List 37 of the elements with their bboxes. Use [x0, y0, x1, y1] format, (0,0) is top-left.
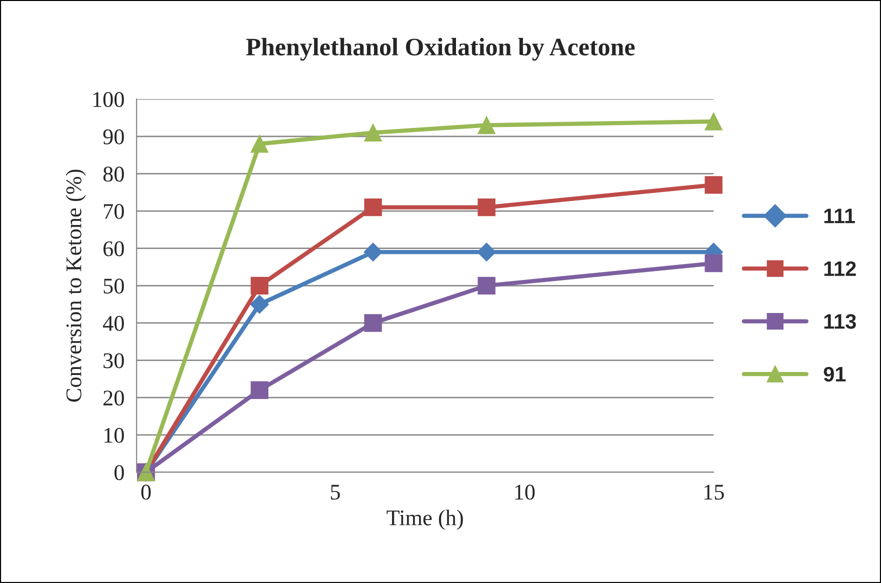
y-tick-label: 80 — [103, 166, 124, 182]
y-tick-label: 50 — [104, 278, 124, 294]
point — [478, 116, 496, 134]
x-tick-label: 5 — [330, 484, 340, 500]
x-axis-title: Time (h) — [386, 510, 463, 530]
point — [364, 314, 382, 332]
point — [704, 176, 722, 194]
y-tick-label: 70 — [104, 204, 124, 219]
chart-title: Phenylethanol Oxidation by Acetone — [246, 38, 635, 61]
y-tick-label: 10 — [104, 428, 124, 443]
point — [250, 135, 268, 153]
point — [477, 242, 496, 262]
x-tick-label: 10 — [515, 484, 535, 500]
x-tick-label: 15 — [704, 484, 724, 500]
point — [250, 381, 268, 399]
legend-label: 113 — [824, 314, 856, 329]
point — [364, 198, 382, 216]
point — [364, 124, 382, 142]
y-tick-label: 20 — [104, 390, 124, 406]
point — [478, 276, 496, 295]
y-tick-label: 30 — [104, 353, 124, 368]
y-tick-label: 90 — [103, 129, 124, 144]
point — [250, 294, 269, 314]
point — [250, 276, 268, 295]
x-tick-label: 0 — [141, 484, 151, 500]
point — [704, 254, 722, 272]
y-tick-label: 40 — [102, 316, 124, 331]
point — [704, 112, 722, 130]
y-tick-label: 100 — [93, 92, 124, 108]
legend-label: 91 — [824, 366, 846, 382]
legend-label: 111 — [824, 208, 855, 224]
point — [478, 198, 496, 216]
y-tick-label: 60 — [103, 241, 124, 256]
y-axis-title: Conversion to Ketone (%) — [66, 170, 86, 402]
point — [364, 242, 382, 262]
y-tick-label: 0 — [114, 465, 124, 480]
legend-label: 112 — [824, 261, 856, 276]
